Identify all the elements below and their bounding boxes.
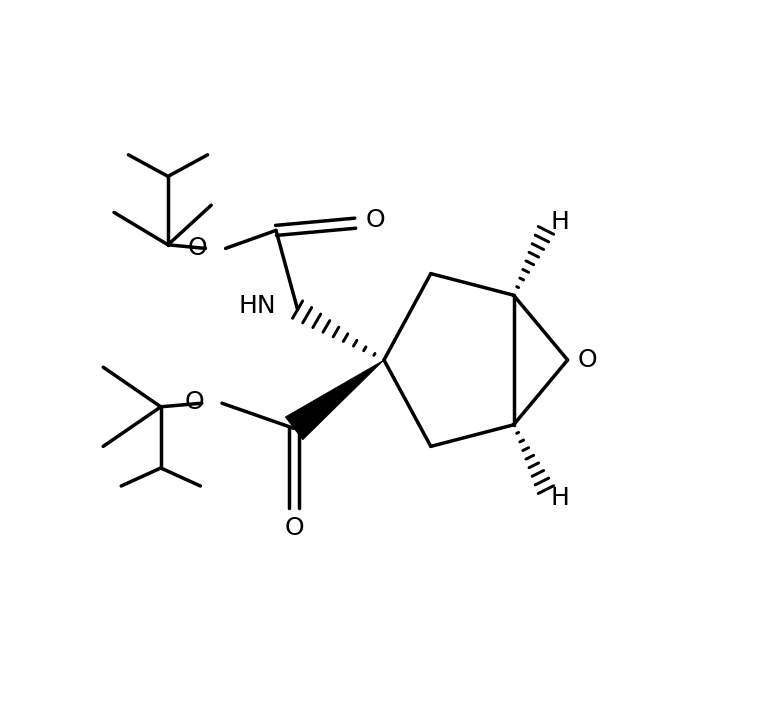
Text: O: O (366, 207, 386, 232)
Text: O: O (284, 516, 304, 540)
Text: O: O (184, 390, 204, 414)
Text: HN: HN (238, 294, 276, 318)
Polygon shape (285, 360, 384, 440)
Text: O: O (188, 236, 207, 261)
Text: H: H (551, 486, 570, 510)
Text: O: O (578, 348, 598, 372)
Text: H: H (551, 210, 570, 234)
